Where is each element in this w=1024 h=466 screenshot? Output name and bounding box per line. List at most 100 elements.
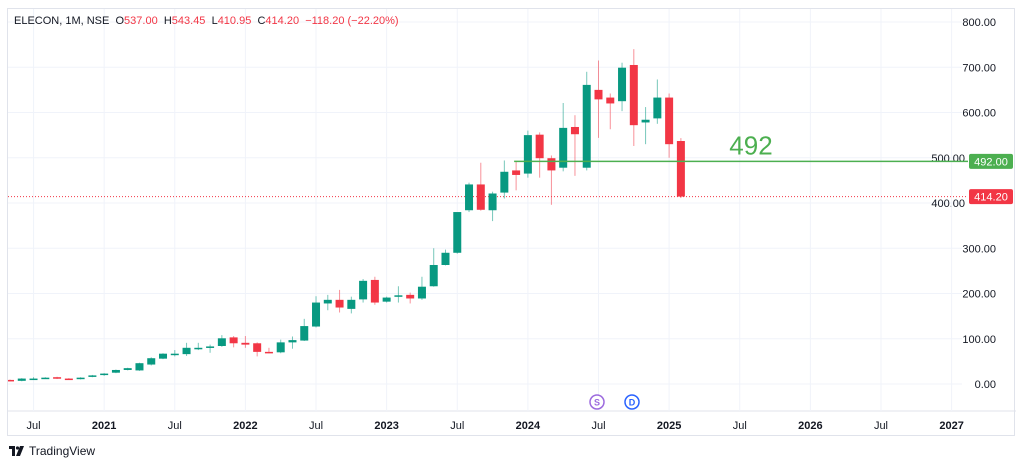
candlestick-chart[interactable]: 0.00 100.00 200.00 300.00 400.00 500.00 600.00…: [8, 9, 1016, 437]
candle-body: [64, 378, 73, 381]
candle-body: [512, 170, 521, 175]
candle[interactable]: [359, 279, 368, 303]
candle-body: [570, 126, 579, 135]
candle[interactable]: [547, 155, 556, 205]
candle-body: [76, 377, 85, 380]
x-tick-label: Jul: [874, 420, 888, 432]
candle[interactable]: [194, 342, 203, 351]
candle-body: [29, 378, 38, 381]
candle[interactable]: [629, 49, 638, 146]
candle-body: [88, 375, 97, 377]
candle[interactable]: [594, 60, 603, 138]
candle[interactable]: [8, 379, 14, 382]
candle[interactable]: [88, 374, 97, 378]
candle[interactable]: [676, 138, 685, 199]
candle[interactable]: [488, 191, 497, 222]
candle[interactable]: [264, 347, 273, 354]
chart-frame[interactable]: 0.00 100.00 200.00 300.00 400.00 500.00 600.00…: [7, 8, 1016, 437]
tradingview-logo[interactable]: TradingView: [9, 444, 95, 458]
candle[interactable]: [159, 353, 168, 360]
candle[interactable]: [123, 367, 132, 371]
candle[interactable]: [618, 62, 627, 112]
legend-low: 410.95: [217, 15, 252, 27]
candle-body: [382, 297, 391, 302]
candle-body: [406, 294, 415, 299]
candle-body: [206, 346, 215, 348]
candle[interactable]: [441, 249, 450, 266]
candle[interactable]: [217, 335, 226, 347]
candle[interactable]: [665, 93, 674, 158]
candle[interactable]: [476, 162, 485, 211]
candle[interactable]: [429, 248, 438, 287]
candle-body: [453, 212, 462, 253]
candle-body: [559, 127, 568, 168]
dividends-marker-icon[interactable]: D: [624, 394, 640, 410]
legend-close-label: C: [257, 15, 266, 27]
candle[interactable]: [641, 107, 650, 145]
candle[interactable]: [382, 296, 391, 303]
candle-body: [123, 368, 132, 370]
candle[interactable]: [465, 182, 474, 213]
candle[interactable]: [206, 344, 215, 353]
candle[interactable]: [406, 292, 415, 304]
candle[interactable]: [653, 79, 662, 124]
y-tick-label: 200.00: [962, 289, 996, 301]
candle[interactable]: [170, 350, 179, 357]
candle-body: [606, 97, 615, 104]
candle[interactable]: [582, 71, 591, 171]
candle[interactable]: [253, 342, 262, 357]
candle[interactable]: [300, 318, 309, 342]
candle[interactable]: [53, 376, 62, 380]
x-tick-label: 2026: [798, 420, 822, 432]
x-tick-label: Jul: [168, 420, 182, 432]
candle[interactable]: [323, 294, 332, 311]
candle[interactable]: [523, 130, 532, 178]
splits-marker-icon[interactable]: S: [589, 394, 605, 410]
candle[interactable]: [417, 276, 426, 300]
marker-letter: S: [594, 398, 600, 408]
candle[interactable]: [559, 102, 568, 172]
candle[interactable]: [229, 336, 238, 348]
candle[interactable]: [535, 132, 544, 178]
candle[interactable]: [182, 342, 191, 356]
candle[interactable]: [570, 115, 579, 176]
legend-close: 414.20: [265, 15, 300, 27]
candle[interactable]: [135, 362, 144, 371]
candle-body: [535, 134, 544, 159]
candle[interactable]: [29, 377, 38, 381]
legend-open-label: O: [115, 15, 125, 27]
candle[interactable]: [512, 160, 521, 191]
candle[interactable]: [606, 93, 615, 130]
candle[interactable]: [41, 377, 50, 380]
candle-body: [229, 337, 238, 344]
candle-body: [582, 84, 591, 168]
candle[interactable]: [500, 160, 509, 199]
candle-body: [618, 67, 627, 102]
candle[interactable]: [100, 373, 109, 376]
candle[interactable]: [394, 286, 403, 303]
x-tick-label: 2025: [657, 420, 681, 432]
candle[interactable]: [111, 369, 120, 374]
candle[interactable]: [370, 276, 379, 305]
x-tick-label: 2023: [374, 420, 398, 432]
candle[interactable]: [17, 378, 26, 382]
y-tick-label: 800.00: [962, 17, 996, 29]
candle-body: [488, 193, 497, 211]
y-tick-label: 400.00: [931, 198, 965, 210]
y-tick-label: 600.00: [962, 108, 996, 120]
candle[interactable]: [147, 357, 156, 366]
candle[interactable]: [64, 378, 73, 381]
candle-body: [264, 351, 273, 354]
candle[interactable]: [241, 336, 250, 348]
candle[interactable]: [312, 296, 321, 328]
candle[interactable]: [276, 339, 285, 354]
candle[interactable]: [453, 212, 462, 254]
candle-body: [135, 363, 144, 371]
candle[interactable]: [335, 289, 344, 313]
candle[interactable]: [288, 336, 297, 349]
candle-body: [17, 378, 26, 381]
last-price-tag: 414.20: [974, 192, 1008, 204]
candle[interactable]: [76, 377, 85, 380]
candle-body: [676, 141, 685, 197]
candle[interactable]: [347, 296, 356, 314]
